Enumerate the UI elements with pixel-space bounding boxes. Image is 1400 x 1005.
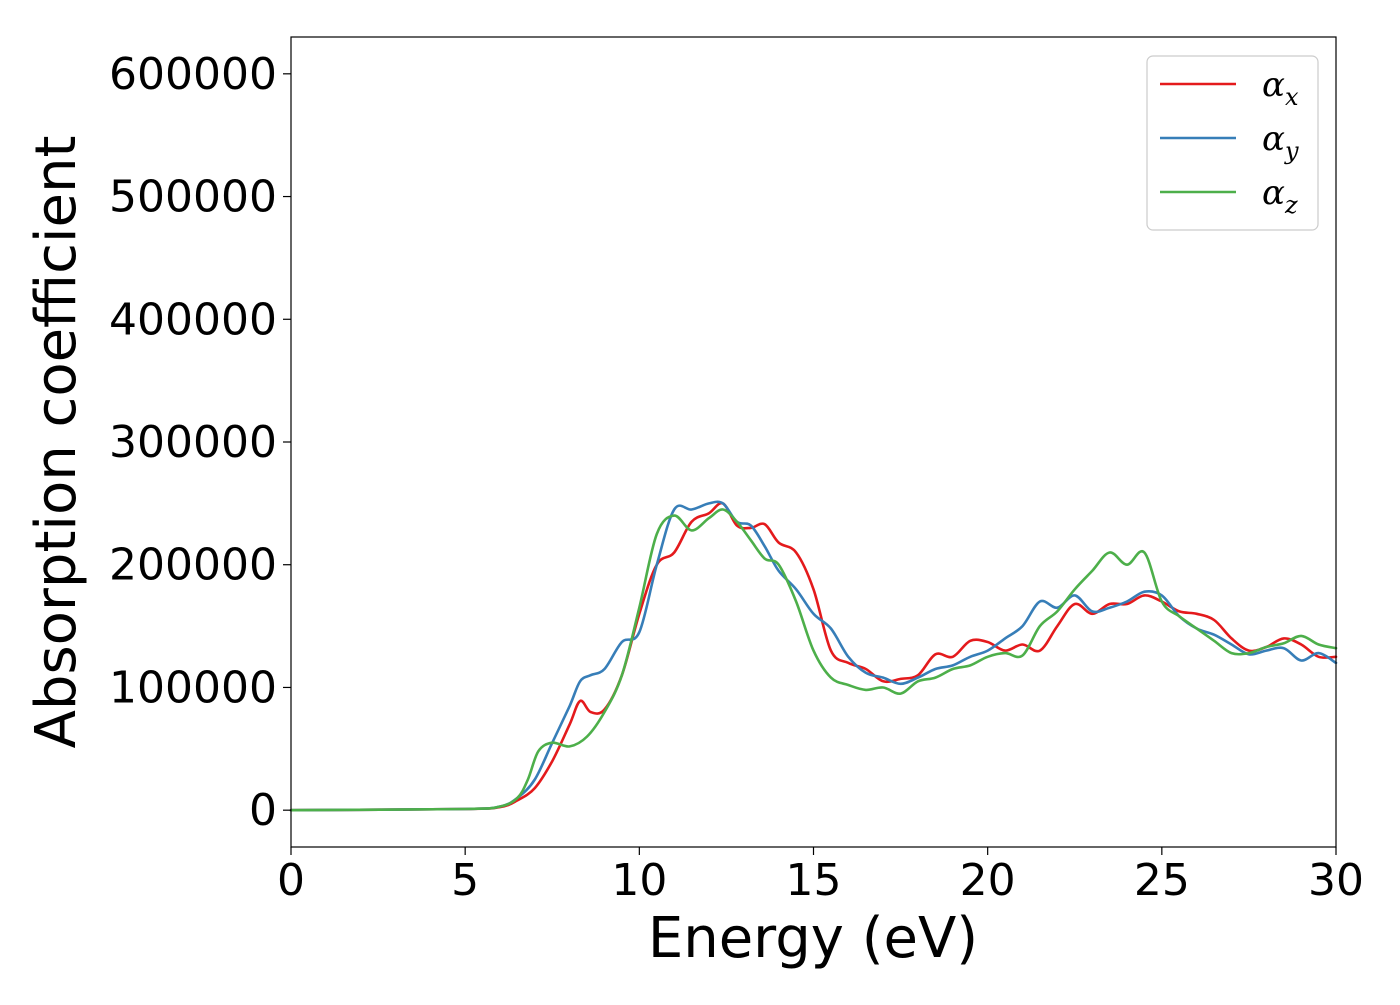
series-line-z [289,508,1338,812]
x-tick-label: 30 [1308,855,1364,906]
y-tick-label: 300000 [109,417,277,468]
series-line-x [289,501,1338,812]
y-tick-label: 500000 [109,172,277,223]
y-tick-label: 100000 [109,662,277,713]
x-tick-label: 25 [1134,855,1190,906]
x-axis: 0 5 10 15 20 25 30 [277,847,1364,906]
y-tick-label: 200000 [109,540,277,591]
x-tick-label: 0 [277,855,305,906]
y-tick-label: 600000 [109,49,277,100]
x-tick-label: 10 [611,855,667,906]
y-axis-title: Absorption coefficient [24,136,89,749]
y-tick-label: 0 [249,785,277,836]
series-line-y [289,500,1338,812]
x-tick-label: 20 [960,855,1016,906]
y-tick-label: 400000 [109,294,277,345]
y-axis: 0 100000 200000 300000 400000 500000 600000 [109,49,291,836]
series-layer [289,500,1338,812]
x-axis-title: Energy (eV) [648,906,978,971]
x-tick-label: 5 [451,855,479,906]
legend-box [1146,55,1319,231]
x-tick-label: 15 [786,855,842,906]
